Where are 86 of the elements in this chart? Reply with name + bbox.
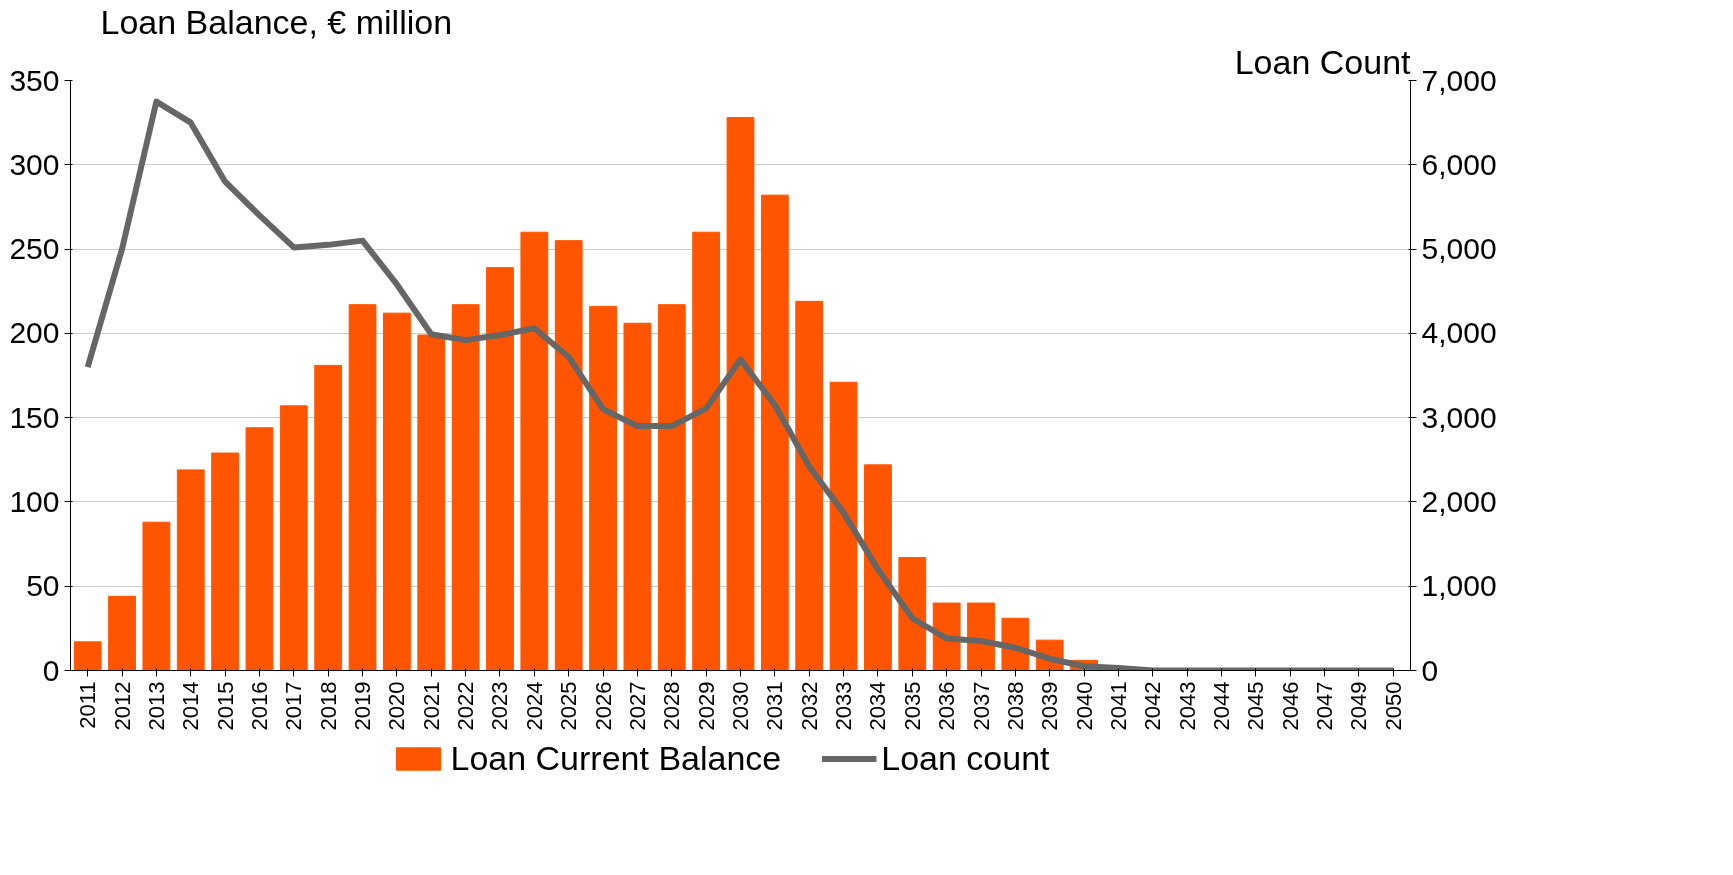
x-tick-label: 2022 [453, 681, 479, 731]
legend-label: Loan count [881, 738, 1050, 778]
y2-tick-label: 3,000 [1421, 400, 1497, 434]
bar [142, 521, 171, 671]
bar [108, 595, 136, 671]
bar [932, 602, 961, 671]
bar [383, 312, 411, 671]
x-tick-label: 2036 [934, 681, 960, 731]
x-tick-label: 2042 [1140, 681, 1166, 731]
bar [451, 304, 480, 671]
bar [279, 405, 308, 671]
bar [211, 452, 240, 671]
x-tick-label: 2041 [1105, 681, 1131, 731]
x-tick-label: 2023 [487, 681, 513, 731]
bar [623, 322, 652, 671]
x-tick-label: 2026 [590, 681, 616, 731]
x-tick-label: 2019 [350, 681, 376, 731]
y-tick-label: 200 [9, 316, 60, 350]
y-tick-label: 50 [26, 569, 60, 603]
bar [967, 602, 995, 671]
x-tick-label: 2020 [384, 681, 410, 731]
bar [760, 194, 789, 671]
x-tick-label: 2028 [659, 681, 685, 731]
bar [417, 334, 446, 671]
x-tick-label: 2050 [1380, 681, 1406, 731]
x-tick-label: 2024 [521, 681, 547, 731]
x-tick-label: 2031 [762, 681, 788, 731]
y-tick-label: 150 [9, 400, 60, 434]
bar [176, 469, 205, 671]
bar [486, 267, 514, 671]
x-tick-label: 2039 [1037, 681, 1063, 731]
x-tick-label: 2038 [1002, 681, 1028, 731]
x-tick-label: 2033 [831, 681, 857, 731]
x-tick-label: 2045 [1243, 681, 1269, 731]
y2-tick-label: 5,000 [1421, 232, 1497, 266]
x-tick-label: 2017 [281, 681, 307, 731]
y2-tick-label: 6,000 [1421, 147, 1497, 181]
y-tick-label: 250 [9, 232, 60, 266]
x-tick-label: 2015 [212, 681, 238, 731]
bar [898, 557, 927, 671]
y2-tick-label: 0 [1421, 653, 1439, 687]
bar [726, 117, 755, 671]
y-axis-title: Loan Balance, € million [100, 2, 453, 41]
bar [314, 364, 343, 671]
bar [795, 300, 824, 671]
x-tick-label: 2044 [1209, 681, 1235, 731]
bar [520, 231, 549, 671]
y-tick-label: 350 [9, 63, 60, 97]
x-tick-label: 2037 [968, 681, 994, 731]
bar [589, 305, 617, 671]
y-tick-label: 0 [42, 653, 60, 687]
x-tick-label: 2027 [624, 681, 650, 731]
x-tick-label: 2030 [728, 681, 753, 731]
y2-axis-title: Loan Count [1234, 42, 1412, 81]
y2-tick-label: 1,000 [1421, 569, 1497, 603]
x-tick-label: 2043 [1174, 681, 1200, 731]
y-tick-label: 100 [9, 484, 60, 518]
bar [73, 641, 102, 671]
x-tick-label: 2011 [75, 681, 101, 729]
x-tick-label: 2046 [1277, 681, 1303, 731]
x-tick-label: 2049 [1346, 681, 1372, 731]
x-tick-label: 2014 [178, 681, 204, 731]
x-tick-label: 2013 [143, 681, 169, 731]
x-tick-label: 2016 [246, 681, 272, 731]
x-tick-label: 2035 [899, 681, 925, 731]
x-tick-label: 2018 [315, 681, 341, 731]
x-tick-label: 2034 [865, 681, 891, 731]
legend-label: Loan Current Balance [450, 738, 782, 778]
y-tick-label: 300 [9, 147, 60, 181]
bar [864, 464, 892, 671]
y2-tick-label: 2,000 [1421, 484, 1497, 518]
x-tick-label: 2040 [1071, 681, 1097, 731]
x-tick-label: 2029 [693, 681, 719, 731]
y2-tick-label: 4,000 [1421, 316, 1497, 350]
bar [245, 427, 274, 671]
x-tick-label: 2025 [556, 681, 582, 731]
x-tick-label: 2032 [796, 681, 822, 731]
bar [348, 304, 377, 671]
bar [657, 304, 686, 671]
bar [554, 240, 583, 671]
x-tick-label: 2021 [418, 681, 444, 731]
x-tick-label: 2047 [1312, 681, 1338, 731]
bar [829, 381, 858, 671]
bar [692, 231, 721, 671]
y2-tick-label: 7,000 [1421, 63, 1497, 97]
x-tick-label: 2012 [109, 681, 135, 731]
